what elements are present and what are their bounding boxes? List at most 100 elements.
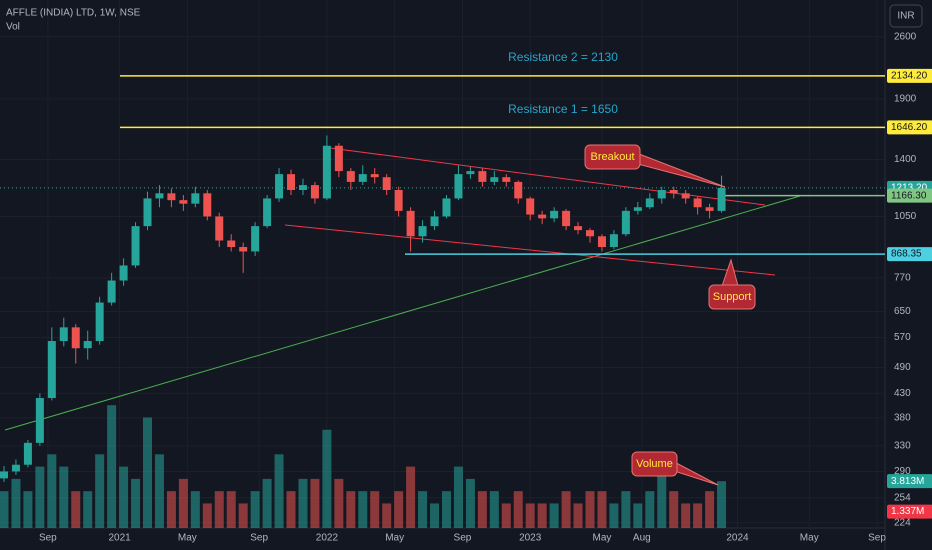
candle-body xyxy=(263,198,272,227)
candle-body xyxy=(11,464,20,472)
x-tick-label: Aug xyxy=(633,533,651,544)
annotation: Resistance 1 = 1650 xyxy=(508,102,618,116)
y-tick-label: 430 xyxy=(894,388,911,399)
x-tick-label: May xyxy=(593,533,612,544)
candle-body xyxy=(71,327,80,349)
volume-bar xyxy=(298,478,308,528)
candle-body xyxy=(334,145,343,172)
candle-body xyxy=(155,193,164,199)
candle-body xyxy=(143,198,152,227)
x-tick-label: Sep xyxy=(250,533,268,544)
currency[interactable]: INR xyxy=(897,11,914,22)
callout-label: Volume xyxy=(636,458,673,470)
candle-body xyxy=(239,247,248,252)
volume-bar xyxy=(250,491,260,528)
x-tick-label: 2021 xyxy=(108,533,131,544)
volume-legend: Vol xyxy=(6,22,20,33)
candle-body xyxy=(514,181,523,199)
price-label-bg xyxy=(887,120,932,135)
volume-bar xyxy=(657,466,667,528)
volume-bar xyxy=(633,503,643,528)
volume-bar xyxy=(717,481,727,528)
y-tick-label: 650 xyxy=(894,306,911,317)
volume-bar xyxy=(95,454,105,528)
y-tick-label: 570 xyxy=(894,332,911,343)
candle-body xyxy=(586,230,594,237)
currency-button[interactable] xyxy=(889,4,923,28)
y-tick-label: 1400 xyxy=(894,154,917,165)
candle-body xyxy=(621,210,630,235)
candle-body xyxy=(346,171,355,182)
candle-body xyxy=(47,341,56,399)
price-label: 2134.20 xyxy=(891,71,928,82)
channel-top xyxy=(329,147,766,206)
x-tick-label: May xyxy=(385,533,404,544)
volume-bar xyxy=(274,454,284,528)
x-tick-label: 2023 xyxy=(519,533,542,544)
volume-bar xyxy=(107,405,117,528)
candle-body xyxy=(597,236,606,248)
volume-bar xyxy=(370,491,380,528)
volume-bar xyxy=(477,491,487,528)
price-label: 1646.20 xyxy=(891,122,928,133)
candle-body xyxy=(633,207,642,211)
volume-label-bg xyxy=(887,504,932,519)
candle-body xyxy=(454,174,463,199)
volume-bar xyxy=(35,466,45,528)
candle-body xyxy=(526,198,535,215)
volume-bar xyxy=(406,466,416,528)
volume-bar xyxy=(346,491,356,528)
candle-body xyxy=(59,327,68,342)
price-label-bg xyxy=(887,247,932,262)
volume-bar xyxy=(681,503,691,528)
volume-bar xyxy=(178,478,188,528)
volume-bar xyxy=(693,503,703,528)
callout-box xyxy=(708,284,756,310)
candle-body xyxy=(430,216,439,227)
candle-body xyxy=(394,189,403,211)
price-label-bg xyxy=(887,68,932,83)
volume-bar xyxy=(143,417,152,528)
volume-bar xyxy=(489,491,499,528)
volume-bar xyxy=(609,503,619,528)
candle-body xyxy=(645,198,654,208)
volume-bar xyxy=(621,491,631,528)
volume-bar xyxy=(418,491,428,528)
volume-label: 1.337M xyxy=(891,506,924,517)
candle-body xyxy=(322,145,331,199)
volume-bar xyxy=(131,478,141,528)
y-tick-label: 490 xyxy=(894,362,911,373)
trendline xyxy=(4,195,801,431)
candle-body xyxy=(609,234,618,248)
price-label: 1166.30 xyxy=(891,190,927,201)
candle-body xyxy=(95,302,104,342)
volume-bar xyxy=(322,429,332,528)
candle-body xyxy=(107,280,116,303)
candle-body xyxy=(119,265,128,281)
volume-bar xyxy=(119,466,129,528)
x-tick-label: May xyxy=(178,533,197,544)
candle-body xyxy=(669,189,678,194)
price-label-bg xyxy=(887,188,932,203)
volume-bar xyxy=(23,491,33,528)
candle-body xyxy=(23,442,32,465)
candle-body xyxy=(382,177,391,190)
candle-body xyxy=(35,398,44,443)
volume-bar xyxy=(441,491,451,528)
candle-body xyxy=(693,198,702,208)
y-tick-label: 380 xyxy=(894,413,911,424)
price-label: 1213.20 xyxy=(891,182,928,193)
volume-bar xyxy=(465,478,475,528)
volume-bar xyxy=(226,491,236,528)
candle-body xyxy=(681,193,690,199)
volume-bar xyxy=(597,491,607,528)
candle-body xyxy=(310,185,319,199)
x-tick-label: May xyxy=(800,533,819,544)
volume-bar xyxy=(83,491,93,528)
volume-bar xyxy=(394,491,404,528)
volume-bar xyxy=(310,478,320,528)
volume-bar xyxy=(537,503,547,528)
callout-label: Breakout xyxy=(590,151,634,163)
